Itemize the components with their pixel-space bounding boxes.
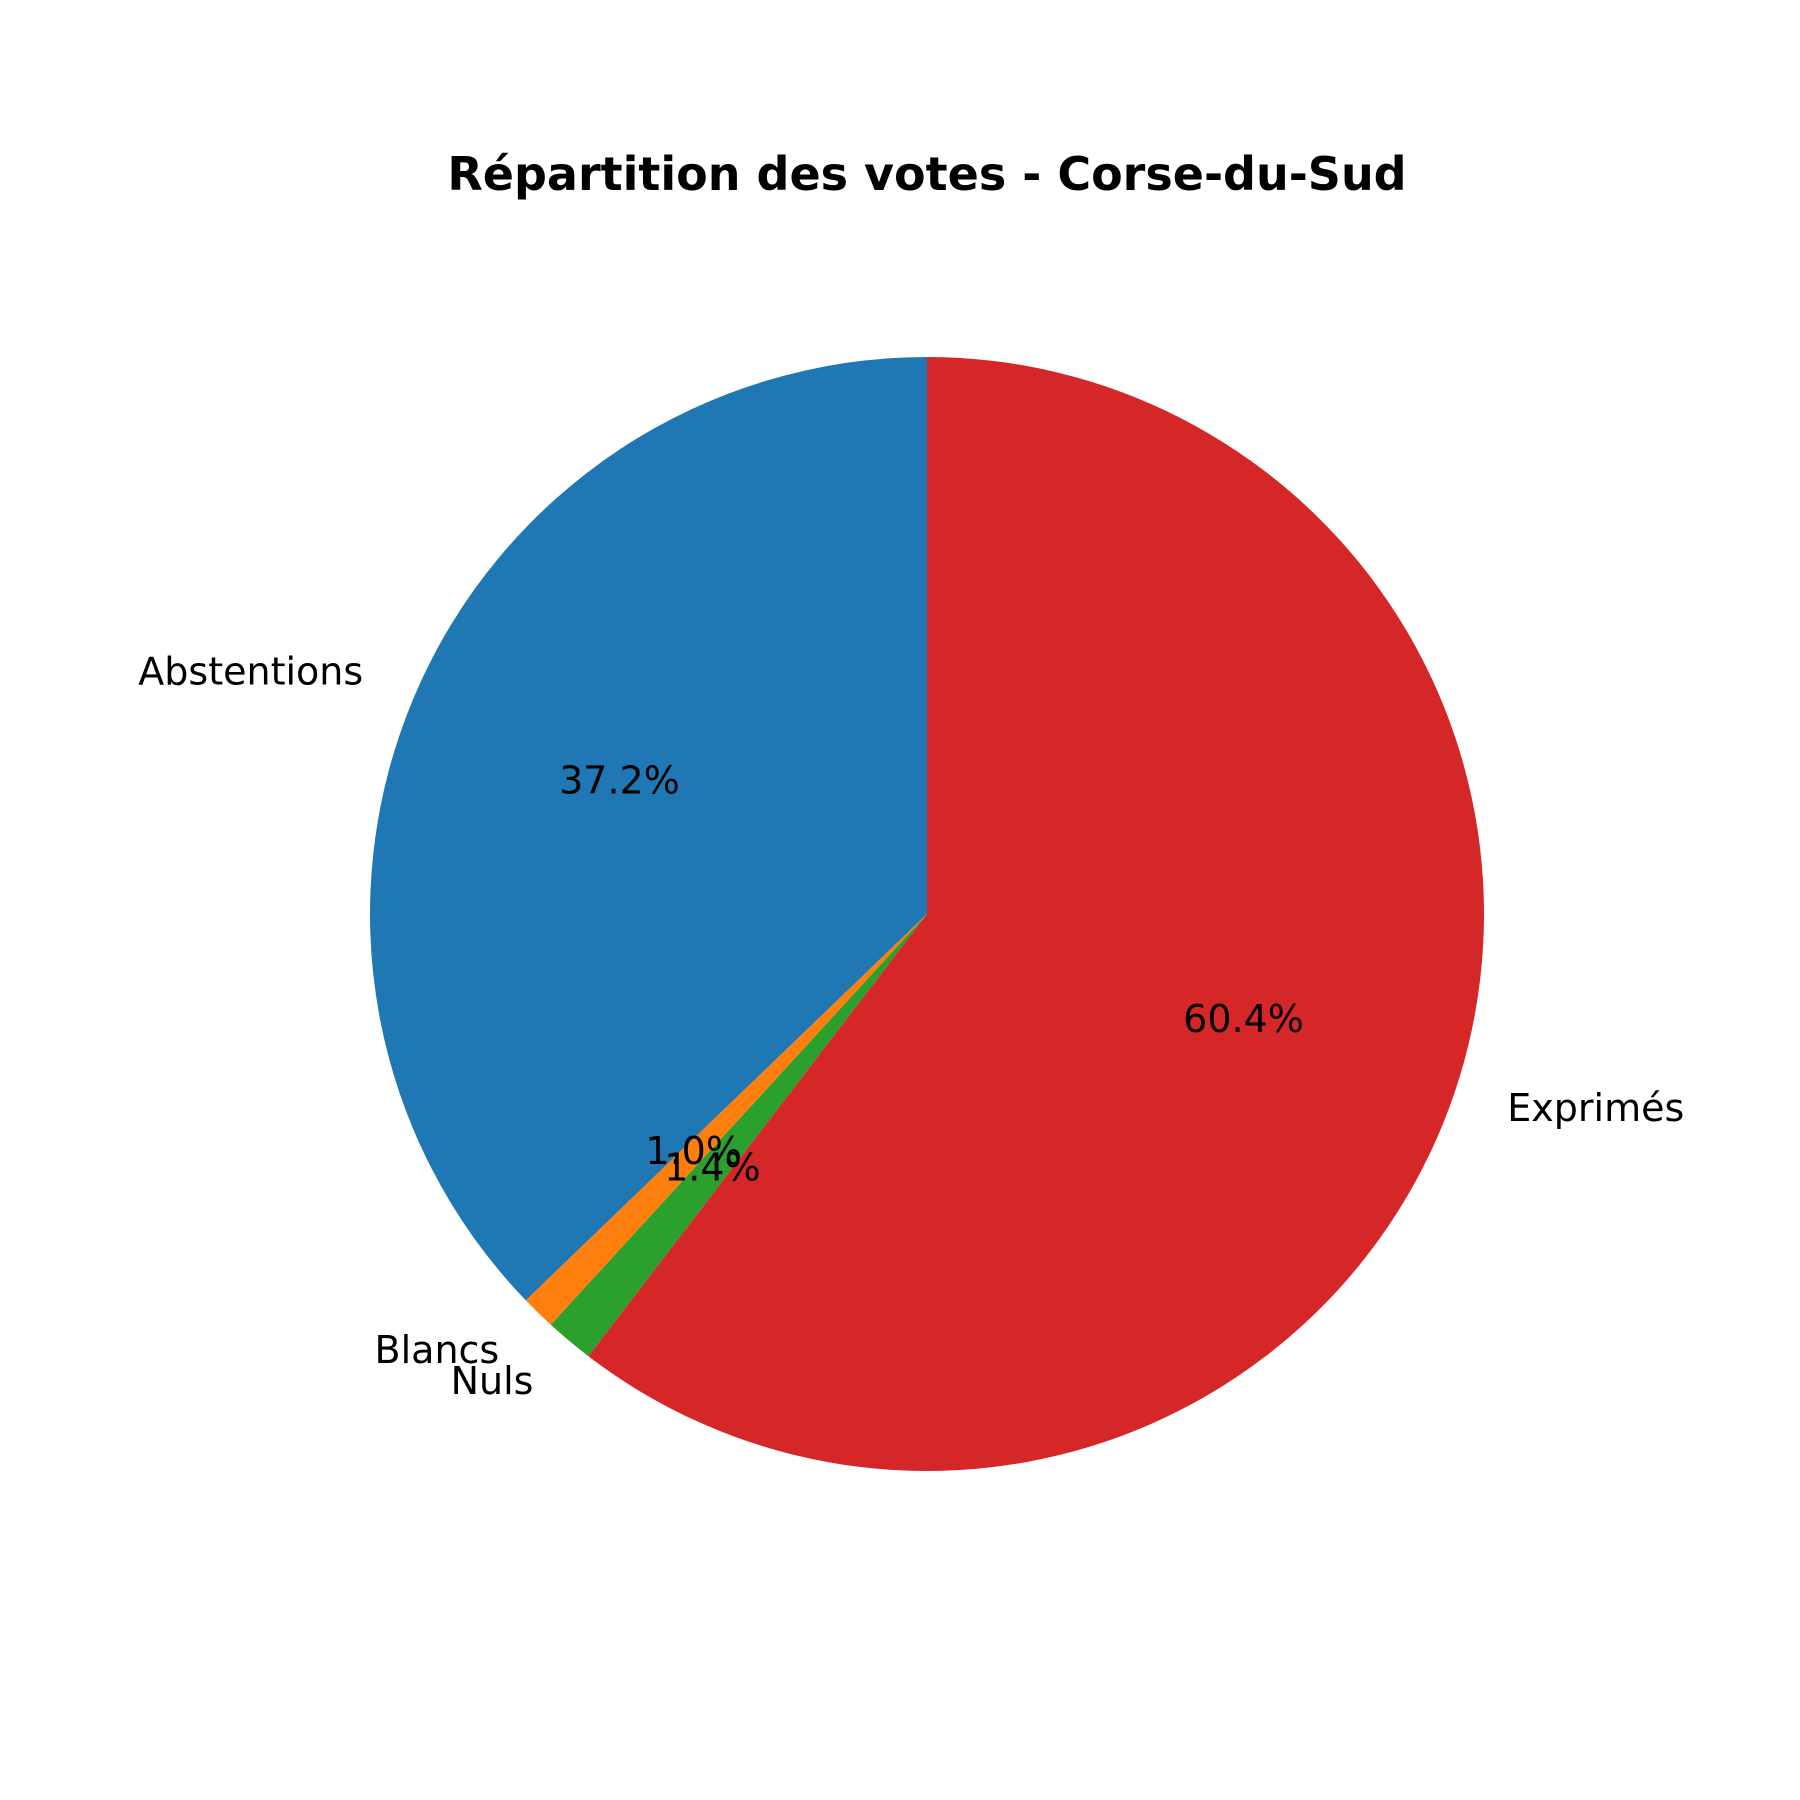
pie-label-abstentions: Abstentions — [138, 650, 363, 694]
pie-percent-exprimes: 60.4% — [1183, 997, 1304, 1041]
pie-slice-exprimes — [588, 357, 1484, 1471]
pie-percent-abstentions: 37.2% — [559, 759, 680, 803]
pie-slice-abstentions — [370, 357, 928, 1301]
pie-percent-labels: 37.2% 1.0%1.4% 60.4% — [559, 759, 1304, 1190]
pie-percent-nuls: 1.4% — [664, 1146, 761, 1190]
pie-slices — [370, 357, 1484, 1471]
chart-title: Répartition des votes - Corse-du-Sud — [447, 147, 1406, 201]
pie-label-blancs: Blancs — [375, 1328, 500, 1372]
pie-label-exprimes: Exprimés — [1507, 1086, 1684, 1130]
pie-slice-nuls — [550, 914, 927, 1357]
pie-percent-blancs: 1.0% — [645, 1129, 742, 1173]
pie-slice-blancs — [525, 914, 927, 1325]
pie-label-nuls: Nuls — [451, 1359, 534, 1403]
